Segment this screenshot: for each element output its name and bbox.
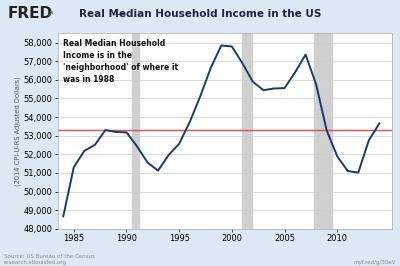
Text: Real Median Household
Income is in the
'neighborhood' of where it
was in 1988: Real Median Household Income is in the '…	[63, 39, 178, 84]
Text: Source: US Bureau of the Census
research.stlouisfed.org: Source: US Bureau of the Census research…	[4, 254, 95, 265]
Text: Real Median Household Income in the US: Real Median Household Income in the US	[79, 9, 321, 19]
Bar	[314, 33, 332, 229]
Bar	[132, 33, 139, 229]
Text: ↗: ↗	[46, 9, 54, 19]
Text: myf.red/g/30eV: myf.red/g/30eV	[354, 260, 396, 265]
Text: —: —	[114, 9, 126, 19]
Bar	[242, 33, 252, 229]
Y-axis label: (2014 CPI-U-RS Adjusted Dollars): (2014 CPI-U-RS Adjusted Dollars)	[14, 76, 21, 186]
Text: FRED: FRED	[8, 6, 53, 21]
